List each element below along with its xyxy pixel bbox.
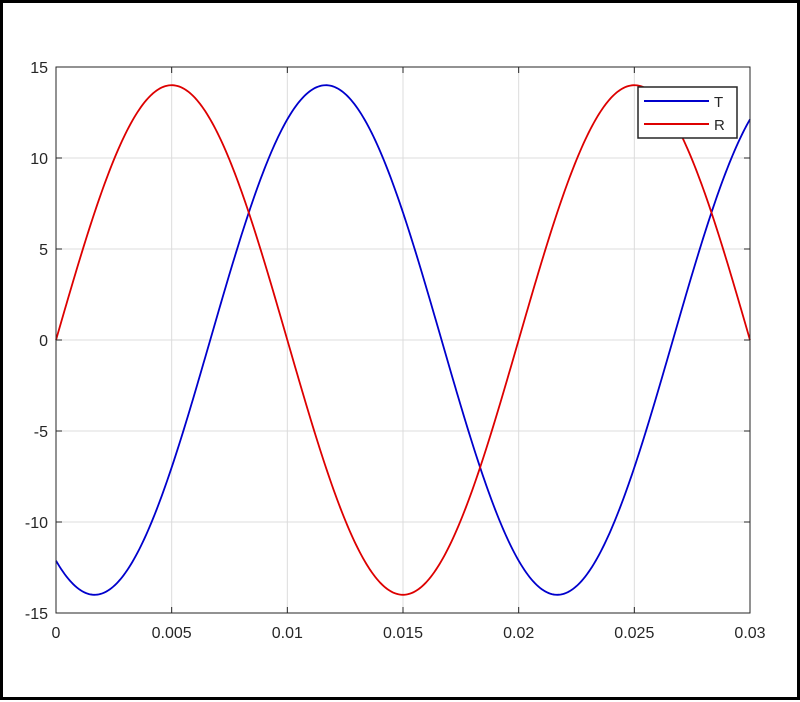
line-chart: 0 0.005 0.01 0.015 0.02 0.025 0.03 15 10 5 0 -5 -10 -… <box>25 60 766 642</box>
legend-box <box>637 86 738 139</box>
series-line-t <box>55 84 751 596</box>
y-tick-label: 0 <box>39 333 48 350</box>
x-tick-label: 0 <box>52 625 61 642</box>
x-tick-label: 0.025 <box>614 625 654 642</box>
y-tick-label: 10 <box>30 151 48 168</box>
x-tick-label: 0.02 <box>503 625 534 642</box>
y-tick-label: -15 <box>25 606 48 623</box>
x-tick-label: 0.005 <box>152 625 192 642</box>
legend-label-t: T <box>714 94 723 111</box>
x-tick-label: 0.015 <box>383 625 423 642</box>
y-tick-label: -5 <box>34 424 48 441</box>
y-tick-label: -10 <box>25 515 48 532</box>
x-tick-label: 0.03 <box>734 625 765 642</box>
tick-labels: 0 0.005 0.01 0.015 0.02 0.025 0.03 15 10 5 0 -5 -10 -… <box>25 60 766 642</box>
series-line-r <box>55 84 751 596</box>
y-tick-label: 5 <box>39 242 48 259</box>
legend: T R <box>637 86 738 139</box>
grid <box>56 67 750 613</box>
x-tick-label: 0.01 <box>272 625 303 642</box>
y-tick-label: 15 <box>30 60 48 77</box>
legend-label-r: R <box>714 117 725 134</box>
series-lines <box>55 84 751 596</box>
